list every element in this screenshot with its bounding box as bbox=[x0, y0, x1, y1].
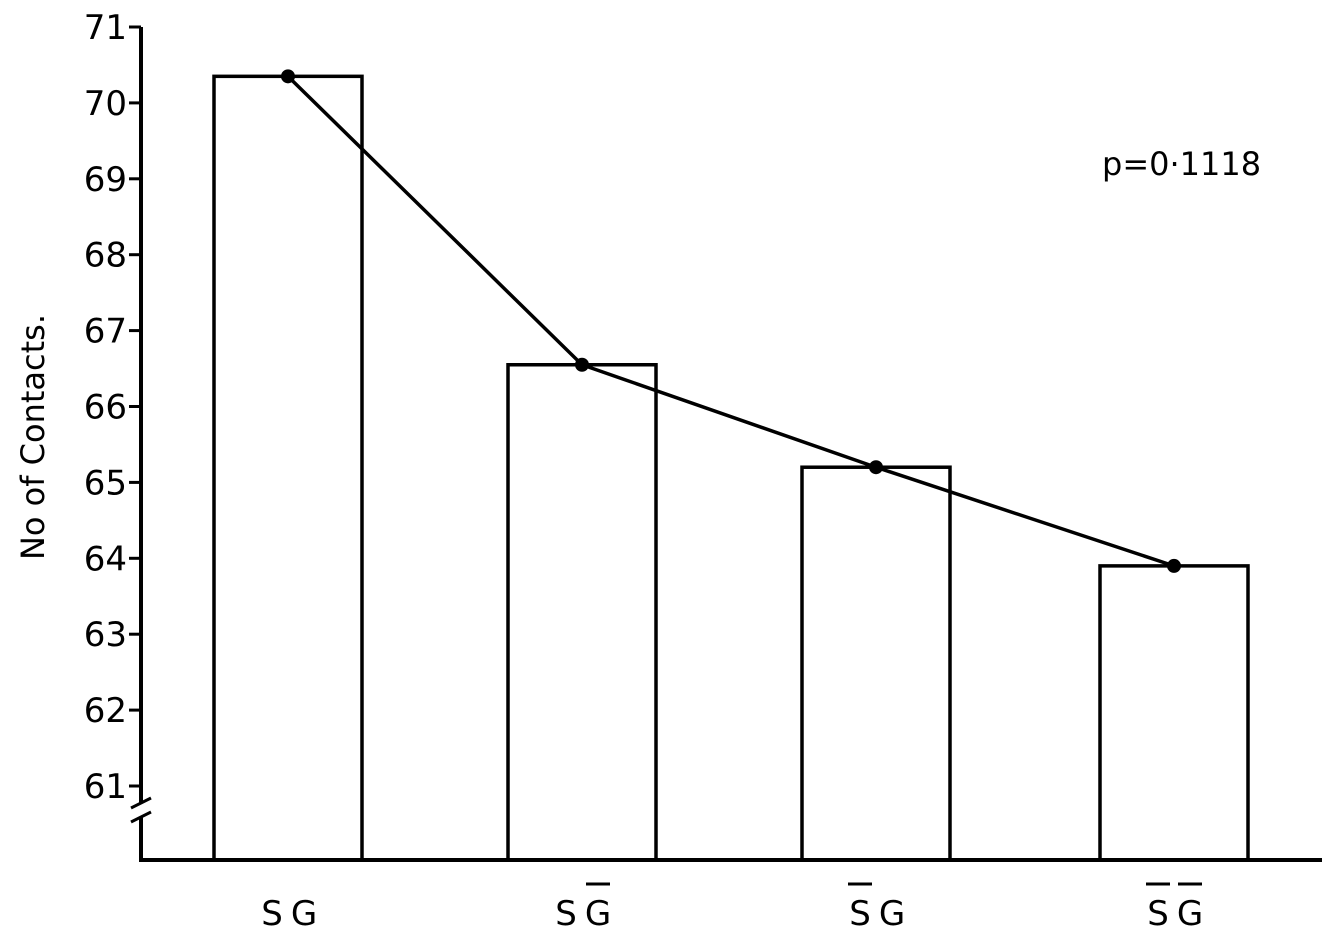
category-letter: S bbox=[1147, 894, 1169, 933]
category-letter: G bbox=[291, 894, 317, 933]
category-letter: G bbox=[585, 894, 611, 933]
y-tick-label-63: 63 bbox=[84, 615, 127, 655]
bar-4 bbox=[1098, 564, 1250, 862]
y-tick-label-61: 61 bbox=[84, 767, 127, 807]
bar-2 bbox=[506, 363, 658, 862]
y-tick-label-66: 66 bbox=[84, 388, 127, 428]
category-letter: G bbox=[1177, 894, 1203, 933]
bars-layer bbox=[212, 74, 1250, 862]
y-tick-label-70: 70 bbox=[84, 84, 127, 124]
category-letter: S bbox=[849, 894, 871, 933]
y-tick-label-68: 68 bbox=[84, 236, 127, 276]
y-tick-label-62: 62 bbox=[84, 691, 127, 731]
category-letter: S bbox=[555, 894, 577, 933]
y-tick-label-71: 71 bbox=[84, 8, 127, 48]
data-point-1 bbox=[281, 69, 295, 84]
data-point-2 bbox=[575, 357, 589, 372]
bar-1 bbox=[212, 74, 364, 862]
y-tick-label-64: 64 bbox=[84, 539, 127, 579]
trend-line bbox=[286, 75, 1175, 568]
y-tick-label-65: 65 bbox=[84, 463, 127, 503]
bar-3 bbox=[800, 465, 952, 862]
category-letter: G bbox=[879, 894, 905, 933]
y-axis-label: No of Contacts. bbox=[14, 314, 52, 560]
data-point-3 bbox=[869, 460, 883, 475]
category-letter: S bbox=[261, 894, 283, 933]
data-point-4 bbox=[1167, 558, 1181, 573]
axis-break-mark-bottom bbox=[130, 810, 152, 824]
axis-break-mark-top bbox=[130, 796, 152, 810]
y-tick-label-69: 69 bbox=[84, 160, 127, 200]
y-tick-label-67: 67 bbox=[84, 312, 127, 352]
axes-layer bbox=[129, 25, 1322, 862]
p-value-annotation: p=0·1118 bbox=[1102, 145, 1261, 183]
trend-line-layer bbox=[281, 69, 1181, 573]
